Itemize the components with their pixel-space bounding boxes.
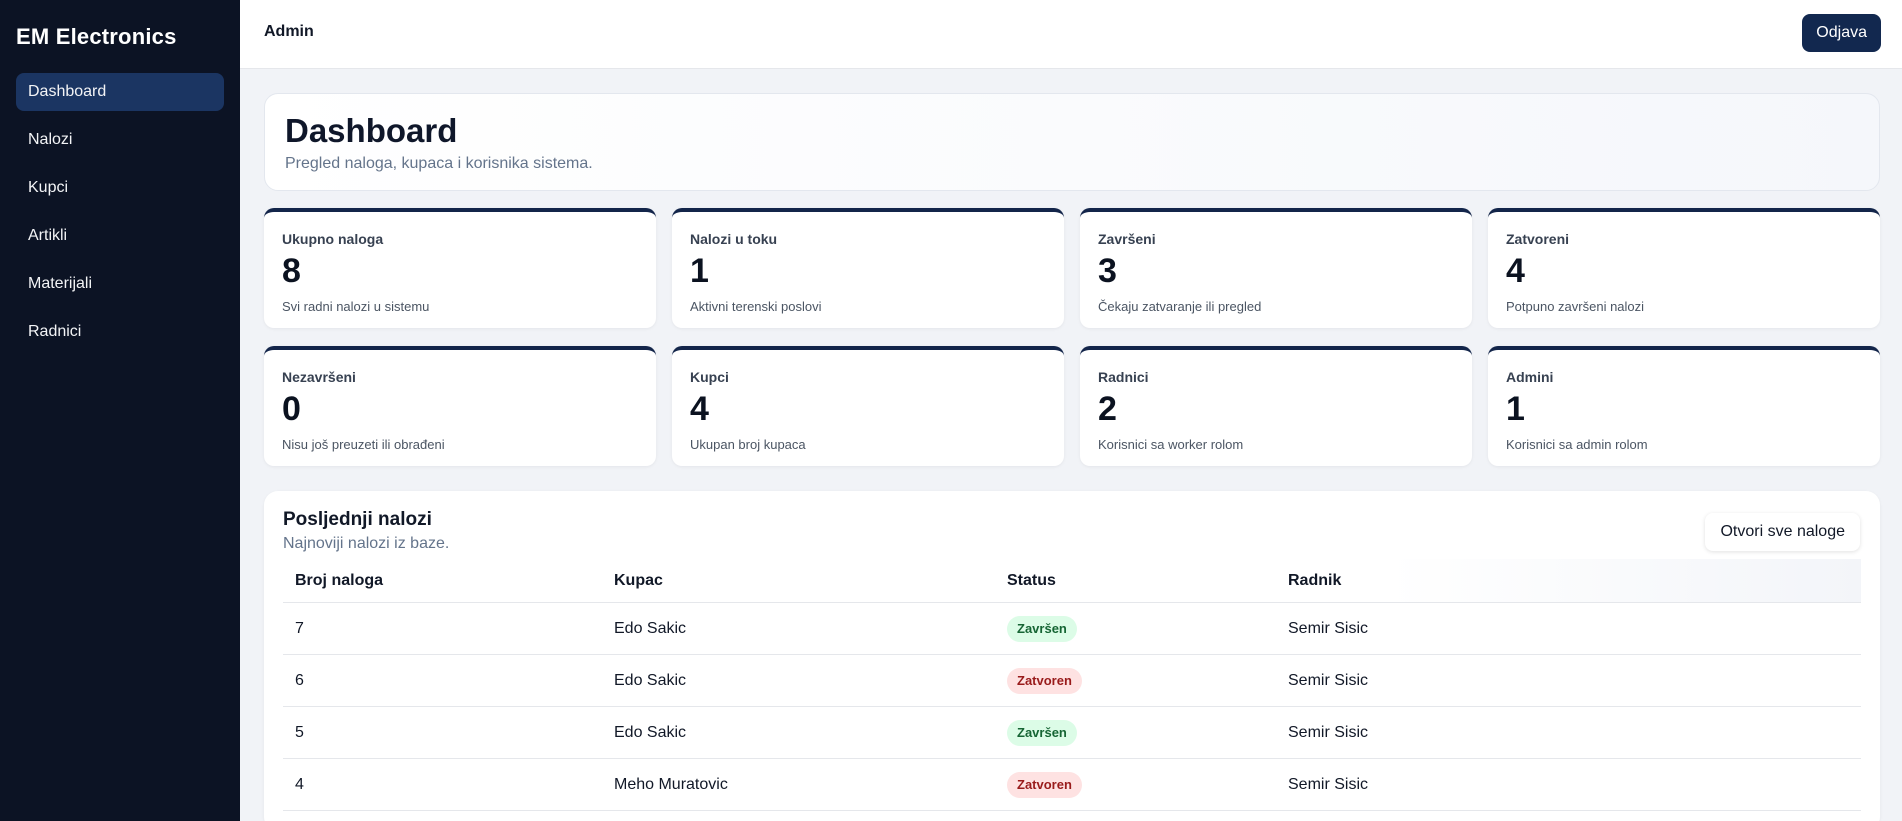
- stat-description: Korisnici sa worker rolom: [1098, 437, 1244, 452]
- sidebar-item-nalozi[interactable]: Nalozi: [28, 131, 73, 148]
- recent-orders-panel: Posljednji nalozi Najnoviji nalozi iz ba…: [264, 491, 1880, 821]
- stat-label: Ukupno naloga: [282, 231, 384, 247]
- stat-description: Korisnici sa admin rolom: [1506, 437, 1648, 452]
- section-subtitle: Najnoviji nalozi iz baze.: [283, 535, 450, 552]
- logout-button[interactable]: Odjava: [1802, 14, 1881, 52]
- user-role-label: Admin: [264, 23, 314, 40]
- stat-label: Nalozi u toku: [690, 231, 778, 247]
- stat-card-admins: Admini 1 Korisnici sa admin rolom: [1488, 346, 1880, 466]
- order-customer: Edo Sakic: [614, 619, 687, 637]
- order-number: 6: [295, 671, 304, 689]
- stat-label: Završeni: [1098, 231, 1156, 247]
- order-customer: Edo Sakic: [614, 671, 687, 689]
- sidebar-item-radnici[interactable]: Radnici: [28, 323, 82, 340]
- orders-table: Broj naloga Kupac Status Radnik 7 Edo Sa…: [283, 559, 1861, 811]
- stat-card-total-orders: Ukupno naloga 8 Svi radni nalozi u siste…: [264, 208, 656, 328]
- sidebar: EM Electronics Dashboard Nalozi Kupci Ar…: [0, 0, 240, 821]
- top-bar: Admin Odjava: [240, 0, 1902, 69]
- open-all-orders-button[interactable]: Otvori sve naloge: [1705, 513, 1860, 551]
- brand-logo-text: EM Electronics: [16, 24, 177, 49]
- stat-value: 2: [1098, 390, 1117, 428]
- status-badge: Završen: [1007, 719, 1077, 746]
- sidebar-item-kupci[interactable]: Kupci: [28, 179, 69, 196]
- stat-description: Potpuno završeni nalozi: [1506, 299, 1645, 314]
- page-title: Dashboard: [285, 112, 458, 149]
- stat-card-in-progress: Nalozi u toku 1 Aktivni terenski poslovi: [672, 208, 1064, 328]
- table-row[interactable]: 5 Edo Sakic Završen Semir Sisic: [283, 707, 1861, 759]
- stat-label: Zatvoreni: [1506, 231, 1570, 247]
- table-header-row: Broj naloga Kupac Status Radnik: [283, 559, 1861, 603]
- stat-label: Admini: [1506, 369, 1554, 385]
- order-status-cell: Završen: [995, 615, 1276, 642]
- stats-grid: Ukupno naloga 8 Svi radni nalozi u siste…: [264, 208, 1880, 466]
- table-row[interactable]: 6 Edo Sakic Zatvoren Semir Sisic: [283, 655, 1861, 707]
- sidebar-item-dashboard[interactable]: Dashboard: [16, 73, 224, 111]
- section-title: Posljednji nalozi: [283, 509, 432, 530]
- order-worker: Semir Sisic: [1288, 619, 1369, 637]
- order-number: 4: [295, 775, 304, 793]
- column-header-status: Status: [1007, 571, 1056, 589]
- order-worker: Semir Sisic: [1288, 723, 1369, 741]
- stat-card-completed: Završeni 3 Čekaju zatvaranje ili pregled: [1080, 208, 1472, 328]
- stat-value: 0: [282, 390, 301, 428]
- stat-card-unfinished: Nezavršeni 0 Nisu još preuzeti ili obrađ…: [264, 346, 656, 466]
- order-number: 7: [295, 619, 304, 637]
- column-header-number: Broj naloga: [295, 571, 384, 589]
- status-badge: Zatvoren: [1007, 771, 1082, 798]
- stat-label: Radnici: [1098, 369, 1149, 385]
- stat-value: 1: [690, 252, 709, 290]
- order-customer: Edo Sakic: [614, 723, 687, 741]
- stat-value: 8: [282, 252, 301, 290]
- stat-card-workers: Radnici 2 Korisnici sa worker rolom: [1080, 346, 1472, 466]
- sidebar-item-artikli[interactable]: Artikli: [28, 227, 68, 244]
- order-status-cell: Zatvoren: [995, 667, 1276, 694]
- stat-value: 1: [1506, 390, 1525, 428]
- order-worker: Semir Sisic: [1288, 775, 1369, 793]
- order-number: 5: [295, 723, 304, 741]
- stat-description: Svi radni nalozi u sistemu: [282, 299, 430, 314]
- page-subtitle: Pregled naloga, kupaca i korisnika siste…: [285, 155, 593, 172]
- table-row[interactable]: 4 Meho Muratovic Zatvoren Semir Sisic: [283, 759, 1861, 811]
- stat-card-customers: Kupci 4 Ukupan broj kupaca: [672, 346, 1064, 466]
- order-status-cell: Završen: [995, 719, 1276, 746]
- stat-value: 4: [690, 390, 709, 428]
- sidebar-item-materijali[interactable]: Materijali: [28, 275, 93, 292]
- stat-label: Nezavršeni: [282, 369, 356, 385]
- stat-card-closed: Zatvoreni 4 Potpuno završeni nalozi: [1488, 208, 1880, 328]
- order-status-cell: Zatvoren: [995, 771, 1276, 798]
- stat-value: 4: [1506, 252, 1525, 290]
- status-badge: Zatvoren: [1007, 667, 1082, 694]
- stat-description: Ukupan broj kupaca: [690, 437, 806, 452]
- table-row[interactable]: 7 Edo Sakic Završen Semir Sisic: [283, 603, 1861, 655]
- column-header-worker: Radnik: [1288, 571, 1342, 589]
- column-header-customer: Kupac: [614, 571, 663, 589]
- stat-label: Kupci: [690, 369, 729, 385]
- order-customer: Meho Muratovic: [614, 775, 728, 793]
- sidebar-nav: Dashboard Nalozi Kupci Artikli Materijal…: [16, 73, 224, 361]
- stat-description: Aktivni terenski poslovi: [690, 299, 822, 314]
- stat-description: Nisu još preuzeti ili obrađeni: [282, 437, 445, 452]
- stat-description: Čekaju zatvaranje ili pregled: [1098, 299, 1262, 314]
- order-worker: Semir Sisic: [1288, 671, 1369, 689]
- stat-value: 3: [1098, 252, 1117, 290]
- page-header-card: Dashboard Pregled naloga, kupaca i koris…: [264, 93, 1880, 191]
- status-badge: Završen: [1007, 615, 1077, 642]
